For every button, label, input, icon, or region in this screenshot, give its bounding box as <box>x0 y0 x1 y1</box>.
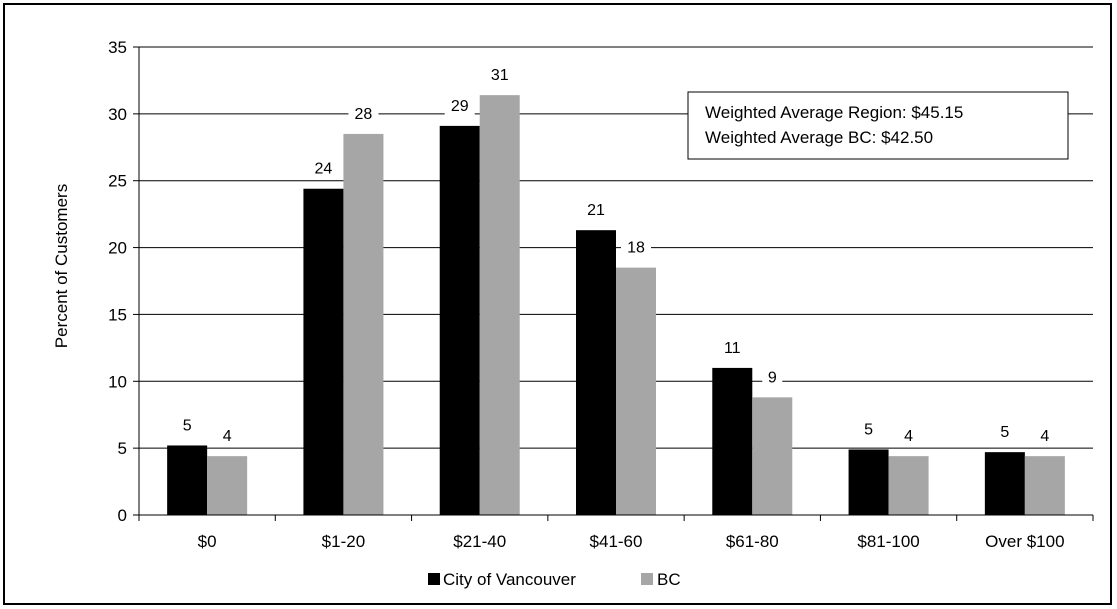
data-label-bc-4: 9 <box>768 369 777 386</box>
x-tick-label-3: $41-60 <box>590 532 643 551</box>
x-tick-labels: $0 $1-20 $21-40 $41-60 $61-80 $81-100 Over $10… <box>198 532 1065 551</box>
data-label-vancouver-3: 21 <box>587 202 605 219</box>
bar-vancouver-6 <box>984 452 1025 515</box>
y-tick-label-10: 10 <box>108 372 127 391</box>
data-label-bg-0-5 <box>858 419 879 440</box>
bar-bc-0 <box>207 456 248 515</box>
data-label-bg-0-1 <box>308 158 339 179</box>
data-label-bc-1: 28 <box>355 106 373 123</box>
data-label-bg-1-5 <box>898 426 919 447</box>
legend-label-city-of-vancouver: City of Vancouver <box>443 570 576 589</box>
y-tick-label-30: 30 <box>108 105 127 124</box>
x-tick-label-6: Over $100 <box>985 532 1064 551</box>
data-label-bg-1-3 <box>621 237 651 258</box>
y-tick-label-15: 15 <box>108 305 127 324</box>
data-label-bc-6: 4 <box>1040 428 1049 445</box>
bar-vancouver-5 <box>848 449 889 515</box>
data-label-bg-1-6 <box>1034 426 1055 447</box>
x-tick-label-0: $0 <box>198 532 217 551</box>
y-axis-title: Percent of Customers <box>52 184 71 348</box>
weighted-average-region: Weighted Average Region: $45.15 <box>705 103 963 122</box>
y-tick-label-20: 20 <box>108 239 127 258</box>
data-label-vancouver-1: 24 <box>315 161 333 178</box>
data-label-bg-1-1 <box>348 103 379 124</box>
data-label-bc-5: 4 <box>904 428 913 445</box>
data-label-bg-1-4 <box>762 367 783 388</box>
y-tick-label-5: 5 <box>118 439 127 458</box>
data-label-bc-0: 4 <box>223 428 232 445</box>
weighted-average-note: Weighted Average Region: $45.15 Weighted… <box>687 91 1069 160</box>
data-label-vancouver-4: 11 <box>724 340 741 357</box>
bar-bc-2 <box>479 95 520 515</box>
legend-swatch-bc <box>641 573 653 585</box>
legend-label-bc: BC <box>657 570 681 589</box>
data-label-vancouver-6: 5 <box>1000 424 1009 441</box>
y-tick-label-0: 0 <box>118 506 127 525</box>
bar-vancouver-4 <box>712 367 753 515</box>
x-tick-label-2: $21-40 <box>453 532 506 551</box>
y-tick-label-25: 25 <box>108 172 127 191</box>
data-label-bg-0-6 <box>994 422 1015 443</box>
x-tick-label-4: $61-80 <box>726 532 779 551</box>
data-label-bg-1-2 <box>484 65 515 86</box>
bar-vancouver-3 <box>576 230 616 515</box>
x-tick-label-5: $81-100 <box>857 532 919 551</box>
bar-bc-4 <box>752 397 793 515</box>
bar-bc-1 <box>343 133 384 515</box>
data-label-vancouver-5: 5 <box>864 421 873 438</box>
data-label-bc-3: 18 <box>627 240 645 257</box>
bar-vancouver-1 <box>303 188 344 516</box>
legend: City of Vancouver BC <box>428 570 681 589</box>
data-label-bg-0-3 <box>581 200 611 221</box>
data-label-bc-2: 31 <box>491 67 509 84</box>
bars <box>167 95 1065 516</box>
x-tick-label-1: $1-20 <box>322 532 365 551</box>
data-label-bg-0-2 <box>444 95 475 116</box>
bar-bc-3 <box>616 267 656 515</box>
data-labels: 5 4 24 28 29 31 21 18 11 9 5 4 5 4 <box>177 65 1055 447</box>
data-label-bg-0-4 <box>717 337 748 358</box>
bar-vancouver-0 <box>167 445 208 515</box>
axes <box>133 46 1094 521</box>
weighted-average-bc: Weighted Average BC: $42.50 <box>705 128 933 147</box>
data-label-vancouver-0: 5 <box>183 417 192 434</box>
legend-swatch-city-of-vancouver <box>428 573 440 585</box>
bar-bc-5 <box>888 456 929 515</box>
data-label-bg-0-0 <box>177 415 198 436</box>
y-tick-label-35: 35 <box>108 38 127 57</box>
bar-vancouver-2 <box>439 125 480 516</box>
data-label-vancouver-2: 29 <box>451 98 469 115</box>
data-label-bg-1-0 <box>217 426 238 447</box>
bar-bc-6 <box>1024 456 1065 515</box>
y-tick-labels: 0 5 10 15 20 25 30 35 <box>108 38 127 525</box>
